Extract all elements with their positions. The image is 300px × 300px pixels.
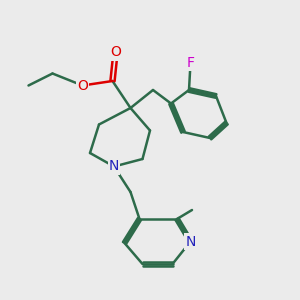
Text: F: F xyxy=(187,56,194,70)
Text: N: N xyxy=(185,235,196,248)
Text: N: N xyxy=(109,160,119,173)
Text: O: O xyxy=(110,46,121,59)
Text: O: O xyxy=(77,79,88,92)
